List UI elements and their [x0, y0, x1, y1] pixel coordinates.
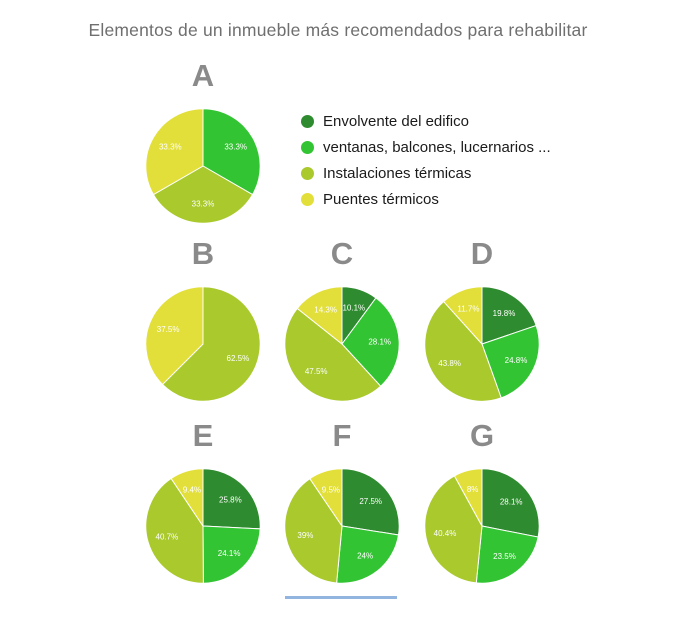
legend-swatch-icon [301, 192, 314, 206]
pie-chart-letter: A [191, 58, 215, 93]
legend-item: ventanas, balcones, lucernarios ... [301, 134, 551, 160]
pie-slice [336, 525, 400, 584]
legend-swatch-icon [301, 140, 314, 154]
pie-slice-label: 37.5% [157, 325, 180, 334]
pie-chart-letter: B [191, 236, 215, 271]
pie-slice-label: 47.5% [305, 367, 328, 376]
pie-slice [284, 477, 343, 584]
bottom-edge-line [285, 596, 397, 599]
pie-chart-D: D 19.8% 24.8% 43.8% 11.7% [420, 234, 544, 402]
legend-swatch-icon [301, 166, 314, 180]
legend-item: Instalaciones térmicas [301, 160, 551, 186]
pie-slice-label: 28.1% [368, 338, 391, 347]
pie-chart-E: E 25.8% 24.1% 40.7% 9.4% [141, 416, 265, 584]
pie-chart-G: G 28.1% 23.5% 40.4% 8% [420, 416, 544, 584]
pie-slice [145, 286, 204, 386]
pie-slice [341, 468, 400, 536]
pie-svg-F: 27.5% 24% 39% 9.5% [284, 468, 400, 584]
pie-slice-label: 19.8% [493, 309, 516, 318]
pie-svg-A: 33.3% 33.3% 33.3% [145, 108, 261, 224]
pie-slice [481, 324, 540, 399]
pie-slice-label: 11.7% [457, 304, 479, 313]
pie-chart-letter: E [192, 418, 214, 453]
pie-svg-G: 28.1% 23.5% 40.4% 8% [424, 468, 540, 584]
pie-slice [170, 468, 204, 528]
pie-slice [424, 300, 502, 402]
pie-slice [341, 297, 400, 387]
pie-slice-label: 33.3% [192, 199, 215, 208]
pie-svg-B: 62.5% 37.5% [145, 286, 261, 402]
legend-item-label: Puentes térmicos [323, 190, 439, 208]
pie-chart-C: C 10.1% 28.1% 47.5% 14.3% [280, 234, 404, 402]
pie-slice-label: 24% [357, 551, 373, 560]
chart-title: Elementos de un inmueble más recomendado… [88, 20, 588, 40]
pie-slice [475, 525, 539, 584]
pie-slice-label: 14.3% [314, 306, 337, 315]
pie-slice [202, 108, 261, 196]
pie-slice [161, 286, 261, 402]
pie-slice-label: 40.7% [156, 533, 179, 542]
pie-slice-label: 27.5% [359, 497, 382, 506]
pie-slice-label: 39% [297, 531, 313, 540]
pie-chart-B: B 62.5% 37.5% [141, 234, 265, 402]
pie-slice [424, 475, 483, 584]
pie-slice-label: 33.3% [224, 143, 247, 152]
pie-slice-label: 8% [467, 485, 479, 494]
pie-chart-letter: F [332, 418, 352, 453]
pie-slice-label: 23.5% [493, 552, 516, 561]
pie-slice [309, 468, 343, 528]
pie-chart-letter: G [469, 418, 495, 453]
pie-slice [481, 468, 540, 538]
legend-item-label: ventanas, balcones, lucernarios ... [323, 138, 551, 156]
pie-slice-label: 24.8% [505, 356, 528, 365]
pie-chart-letter: C [330, 236, 354, 271]
pie-chart-A: A 33.3% 33.3% 33.3% [141, 56, 265, 224]
pie-slice-label: 33.3% [159, 143, 182, 152]
pie-slice [284, 307, 382, 402]
pie-slice [202, 468, 261, 530]
pie-slice [296, 286, 343, 346]
legend-item-label: Envolvente del edifico [323, 112, 469, 130]
chart-legend: Envolvente del edifico ventanas, balcones… [301, 108, 551, 212]
pie-slice-label: 28.1% [500, 498, 523, 507]
pie-slice-label: 43.8% [438, 359, 461, 368]
pie-svg-C: 10.1% 28.1% 47.5% 14.3% [284, 286, 400, 402]
pie-slice [145, 108, 204, 196]
pie-svg-E: 25.8% 24.1% 40.7% 9.4% [145, 468, 261, 584]
pie-slice-label: 40.4% [434, 529, 457, 538]
pie-slice [442, 286, 483, 346]
pie-slice-label: 25.8% [219, 496, 242, 505]
pie-chart-letter: D [470, 236, 494, 271]
pie-chart-F: F 27.5% 24% 39% 9.5% [280, 416, 404, 584]
legend-item: Envolvente del edifico [301, 108, 551, 134]
pie-slice [202, 525, 261, 584]
pie-slice-label: 10.1% [342, 304, 365, 313]
pie-slice-label: 9.4% [183, 485, 201, 494]
legend-item: Puentes térmicos [301, 186, 551, 212]
pie-slice-label: 24.1% [218, 549, 241, 558]
legend-item-label: Instalaciones térmicas [323, 164, 472, 182]
pie-slice-label: 9.5% [322, 485, 340, 494]
pie-slice-label: 62.5% [227, 354, 250, 363]
legend-swatch-icon [301, 114, 314, 128]
pie-slice [145, 477, 204, 584]
pie-slice [453, 468, 483, 527]
pie-svg-D: 19.8% 24.8% 43.8% 11.7% [424, 286, 540, 402]
